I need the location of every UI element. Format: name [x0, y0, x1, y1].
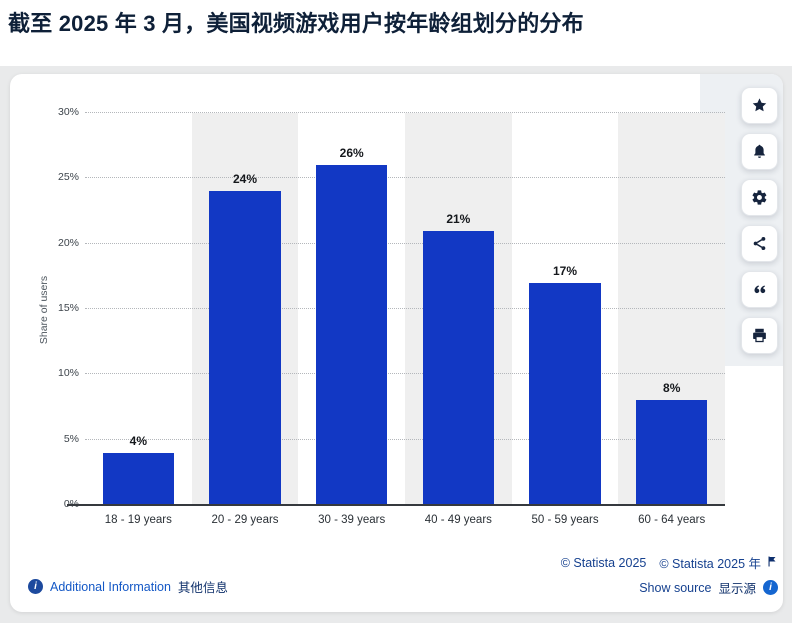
bar-column: 24% 20 - 29 years [192, 113, 299, 526]
show-source-link[interactable]: Show source 显示源 i [639, 578, 778, 597]
bar-column: 21% 40 - 49 years [405, 113, 512, 526]
y-tick-label: 25% [57, 171, 79, 184]
bar[interactable] [315, 165, 388, 505]
gear-icon [751, 189, 768, 206]
star-icon [751, 97, 768, 114]
plot-area: 4% 18 - 19 years 24% 20 - 29 years 26% 30 - 3… [58, 106, 726, 526]
y-tick-label: 15% [57, 302, 79, 314]
x-category-label: 30 - 39 years [318, 514, 386, 526]
bar[interactable] [635, 400, 708, 505]
bar-value-label: 8% [663, 381, 681, 396]
y-tick-label: 10% [57, 367, 79, 380]
bar-columns: 4% 18 - 19 years 24% 20 - 29 years 26% 30 - 3… [85, 113, 725, 526]
copyright-zh: © Statista 2025 年 [659, 557, 761, 571]
bar[interactable] [422, 230, 495, 505]
x-category-label: 40 - 49 years [424, 514, 492, 526]
gridline [85, 177, 725, 179]
print-button[interactable] [741, 317, 778, 354]
additional-information-link[interactable]: i Additional Information 其他信息 [28, 577, 228, 596]
additional-information-label-en: Additional Information [50, 579, 171, 594]
show-source-label-zh: 显示源 [718, 582, 756, 596]
cite-button[interactable] [741, 271, 778, 308]
bar-value-label: 4% [129, 433, 147, 448]
y-tick-label: 20% [57, 236, 79, 249]
share-button[interactable] [741, 225, 778, 262]
gridline [85, 373, 725, 375]
bar-value-label: 21% [446, 211, 471, 226]
source-info-icon: i [763, 580, 778, 595]
bar-value-label: 26% [339, 146, 364, 161]
bar-value-label: 17% [553, 263, 578, 278]
gridline [85, 242, 725, 244]
alert-button[interactable] [741, 133, 778, 170]
bar-column: 17% 50 - 59 years [512, 113, 619, 526]
additional-information-label-zh: 其他信息 [177, 581, 228, 595]
copyright: © Statista 2025 © Statista 2025 年 [561, 553, 778, 572]
bar[interactable] [529, 282, 601, 505]
print-icon [751, 327, 768, 344]
x-category-label: 60 - 64 years [638, 514, 706, 526]
bar[interactable] [209, 191, 281, 505]
copyright-en: © Statista 2025 [560, 555, 647, 570]
gridline [85, 308, 725, 309]
favorite-button[interactable] [741, 87, 778, 124]
y-tick-label: 30% [57, 106, 79, 118]
title-band [0, 0, 792, 66]
bar-column: 8% 60 - 64 years [618, 113, 725, 526]
page-title: 截至 2025 年 3 月，美国视频游戏用户按年龄组划分的分布 [8, 11, 584, 36]
x-category-label: 50 - 59 years [531, 514, 599, 526]
settings-button[interactable] [741, 179, 778, 216]
share-icon [751, 235, 768, 252]
flag-icon[interactable] [766, 555, 778, 571]
bar-column: 4% 18 - 19 years [85, 113, 192, 526]
bar-column: 26% 30 - 39 years [298, 113, 405, 526]
x-axis-line [67, 504, 725, 506]
quote-icon [751, 281, 768, 298]
gridline [85, 112, 725, 113]
x-category-label: 20 - 29 years [211, 514, 279, 526]
bar-value-label: 24% [232, 172, 258, 187]
y-tick-label: 5% [63, 432, 79, 445]
gridline [85, 438, 725, 440]
bar[interactable] [102, 452, 175, 505]
x-category-label: 18 - 19 years [104, 514, 172, 526]
info-icon: i [28, 579, 43, 594]
bell-icon [751, 143, 768, 160]
show-source-label-en: Show source [639, 580, 712, 595]
